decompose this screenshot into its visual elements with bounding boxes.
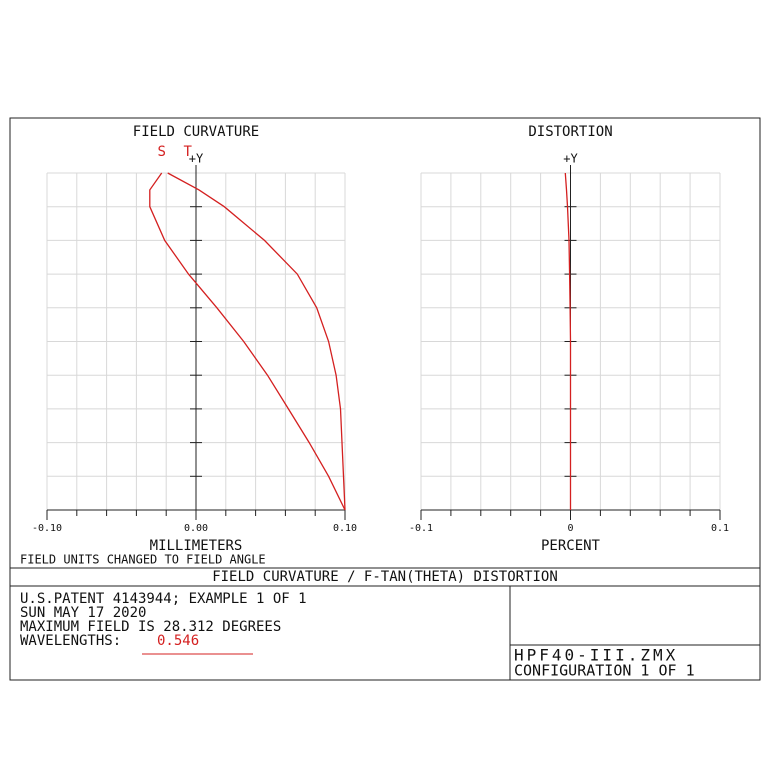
- info-line: U.S.PATENT 4143944; EXAMPLE 1 OF 1: [20, 591, 307, 607]
- series-line: [149, 172, 346, 511]
- x-tick-label: -0.1: [409, 523, 433, 534]
- x-tick-label: 0.1: [711, 523, 729, 534]
- x-tick-label: -0.10: [32, 523, 62, 534]
- x-tick-label: 0: [567, 523, 573, 534]
- x-tick-label: 0.10: [333, 523, 357, 534]
- x-tick-label: 0.00: [184, 523, 208, 534]
- frame: [9, 117, 761, 681]
- chart-title: DISTORTION: [528, 124, 612, 140]
- legend-label: S: [158, 144, 166, 160]
- series-line: [167, 172, 346, 511]
- configuration: CONFIGURATION 1 OF 1: [514, 662, 695, 680]
- legend-label: T: [183, 144, 192, 160]
- info-line: SUN MAY 17 2020: [20, 605, 146, 621]
- series-line: [564, 172, 572, 510]
- file-name: HPF40-III.ZMX: [514, 646, 678, 665]
- wavelengths-label: WAVELENGTHS:: [20, 633, 121, 649]
- x-axis-label: MILLIMETERS: [150, 538, 243, 554]
- chart-title: FIELD CURVATURE: [133, 124, 259, 140]
- footer-title: FIELD CURVATURE / F-TAN(THETA) DISTORTIO…: [212, 569, 558, 585]
- y-axis-label: +Y: [563, 152, 578, 166]
- note: FIELD UNITS CHANGED TO FIELD ANGLE: [20, 553, 266, 567]
- info-line: MAXIMUM FIELD IS 28.312 DEGREES: [20, 619, 281, 635]
- y-axis-label: +Y: [189, 152, 204, 166]
- wavelength: 0.546: [157, 633, 199, 649]
- x-axis-label: PERCENT: [541, 538, 601, 554]
